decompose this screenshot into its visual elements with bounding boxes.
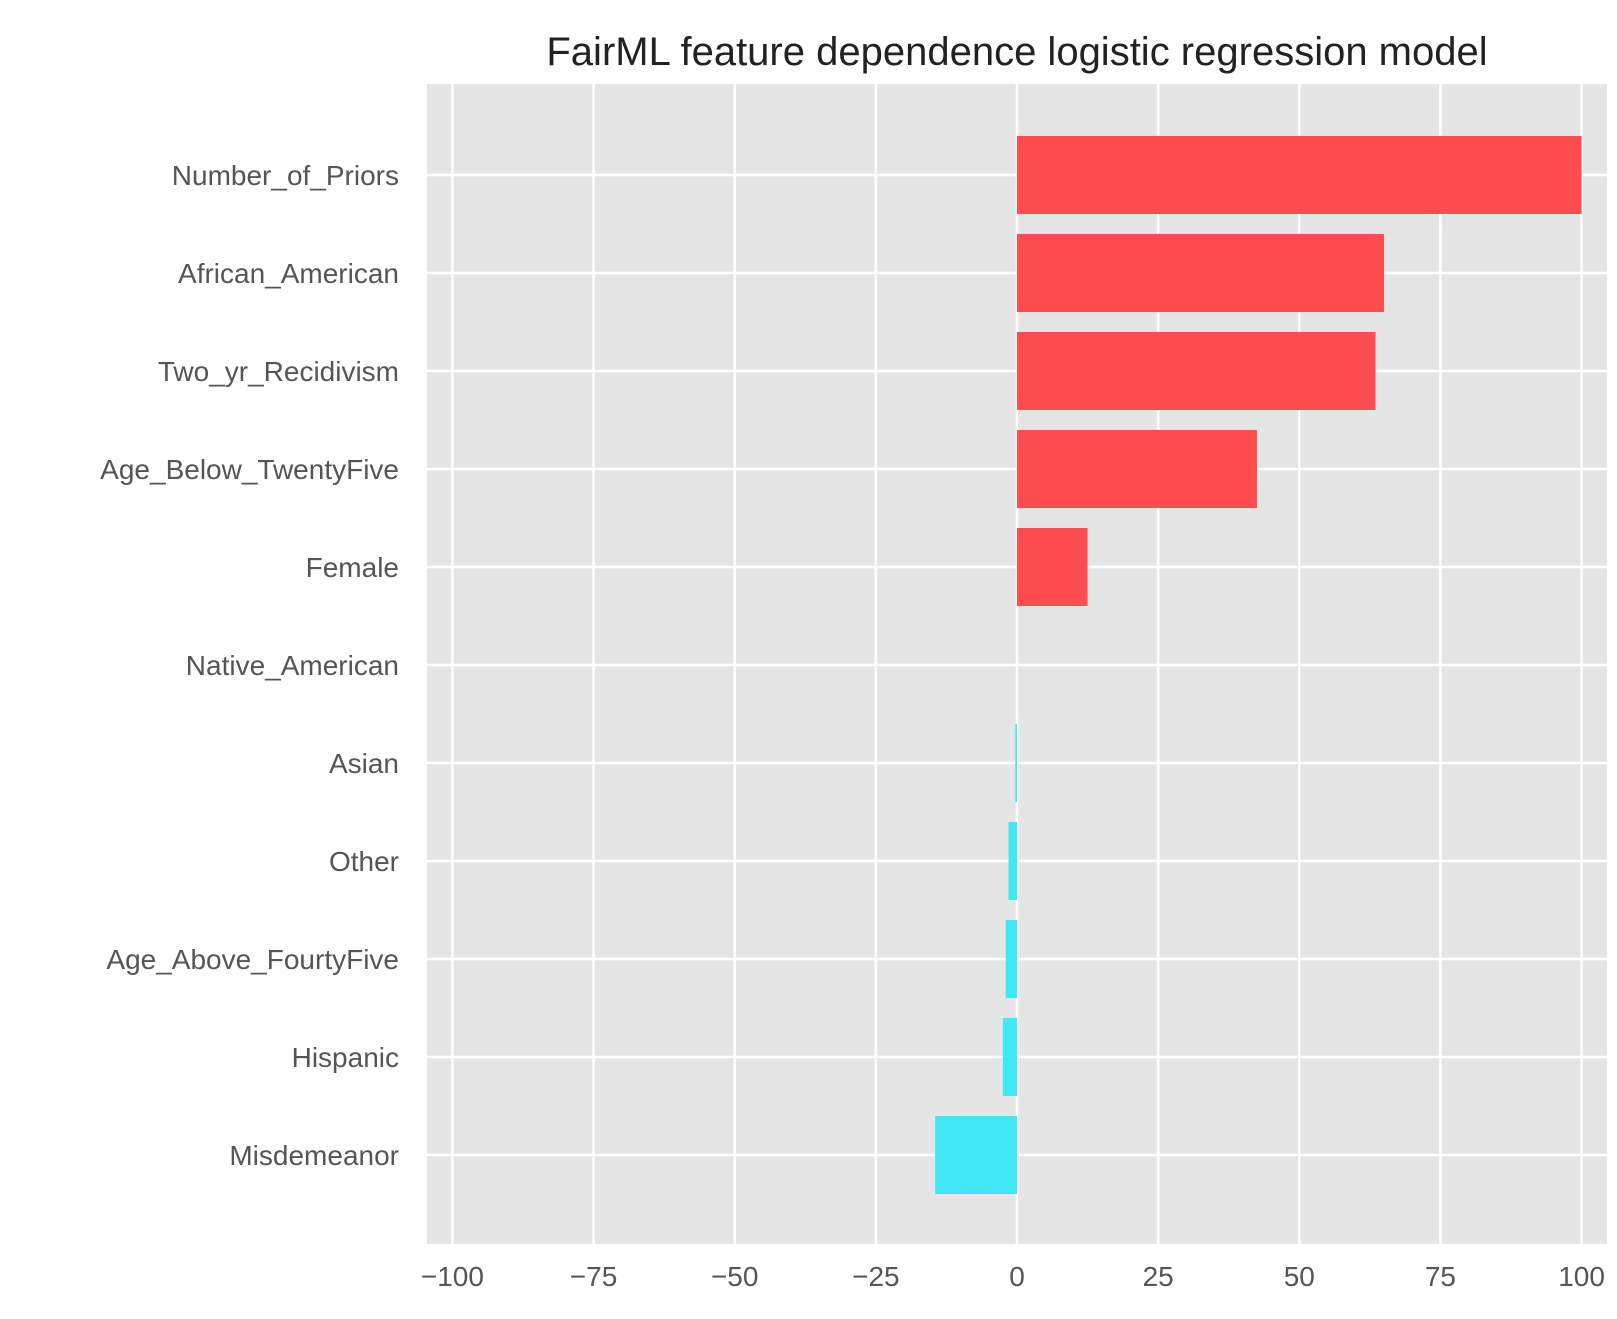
- y-tick-label: Number_of_Priors: [172, 160, 399, 191]
- x-tick-label: 0: [1009, 1261, 1025, 1292]
- x-tick-label: 100: [1558, 1261, 1605, 1292]
- bar: [1017, 430, 1257, 508]
- y-tick-label: Misdemeanor: [229, 1140, 399, 1171]
- bar: [1017, 234, 1384, 312]
- x-tick-label: −25: [852, 1261, 900, 1292]
- bar: [1008, 822, 1017, 900]
- x-tick-label: −50: [711, 1261, 759, 1292]
- bar: [1005, 920, 1017, 998]
- chart-title: FairML feature dependence logistic regre…: [546, 30, 1487, 74]
- y-tick-label: Female: [306, 552, 399, 583]
- y-tick-label: Asian: [329, 748, 399, 779]
- y-tick-label: Two_yr_Recidivism: [158, 356, 399, 387]
- y-tick-label: Native_American: [186, 650, 399, 681]
- x-tick-labels: −100 −75 −50 −25 0 25 50 75 100: [421, 1261, 1605, 1292]
- y-tick-label: African_American: [178, 258, 399, 289]
- x-tick-label: 25: [1143, 1261, 1174, 1292]
- y-tick-label: Age_Below_TwentyFive: [100, 454, 399, 485]
- y-tick-label: Other: [329, 846, 399, 877]
- y-tick-label: Hispanic: [292, 1042, 399, 1073]
- bar: [1017, 528, 1088, 606]
- bars: [935, 136, 1582, 1194]
- x-tick-label: −75: [570, 1261, 618, 1292]
- bar: [1015, 724, 1017, 802]
- x-tick-label: 50: [1284, 1261, 1315, 1292]
- y-tick-labels: Number_of_Priors African_American Two_yr_R…: [100, 160, 399, 1171]
- bar: [1017, 332, 1376, 410]
- x-tick-label: −100: [421, 1261, 484, 1292]
- y-tick-label: Age_Above_FourtyFive: [106, 944, 399, 975]
- bar: [1002, 1018, 1017, 1096]
- bar: [935, 1116, 1017, 1194]
- bar: [1017, 136, 1582, 214]
- x-tick-label: 75: [1425, 1261, 1456, 1292]
